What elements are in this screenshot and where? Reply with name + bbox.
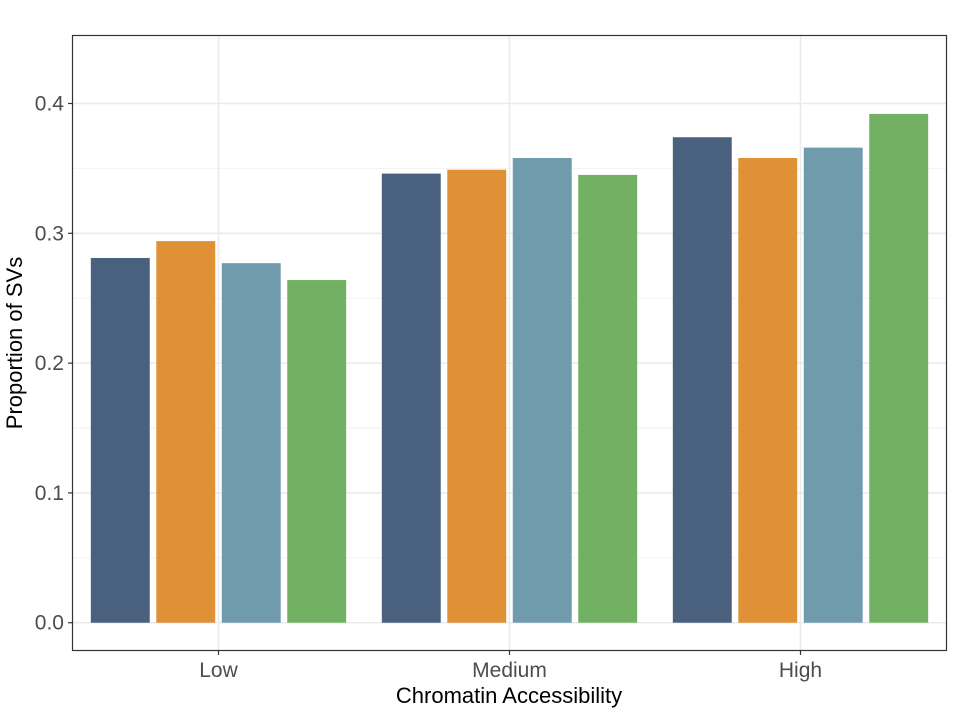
x-axis-title: Chromatin Accessibility (396, 683, 622, 708)
bar-medium-series-1 (381, 173, 441, 623)
y-tick-label: 0.0 (35, 612, 64, 635)
bar-high-series-4 (869, 113, 929, 623)
bar-low-series-1 (90, 257, 150, 623)
bar-high-series-2 (738, 158, 798, 623)
x-axis: Low Medium High (199, 650, 822, 682)
y-tick-label: 0.4 (35, 93, 65, 116)
bar-high-series-3 (803, 147, 863, 623)
bar-medium-series-4 (578, 174, 638, 623)
bar-high-series-1 (672, 137, 732, 623)
y-tick-label: 0.3 (35, 222, 64, 245)
y-tick-label: 0.1 (35, 482, 64, 505)
y-tick-label: 0.2 (35, 352, 64, 375)
y-axis: 0.0 0.1 0.2 0.3 0.4 (35, 93, 73, 635)
x-tick-label: Low (199, 659, 238, 682)
bars (90, 113, 929, 623)
bar-medium-series-2 (447, 169, 507, 623)
grid-lines (73, 36, 946, 650)
x-tick-label: High (779, 659, 822, 682)
bar-medium-series-3 (512, 158, 572, 623)
bar-low-series-4 (287, 280, 347, 623)
bar-low-series-3 (221, 263, 281, 623)
x-tick-label: Medium (472, 659, 547, 682)
y-axis-title: Proportion of SVs (2, 257, 27, 429)
bar-low-series-2 (156, 241, 216, 623)
